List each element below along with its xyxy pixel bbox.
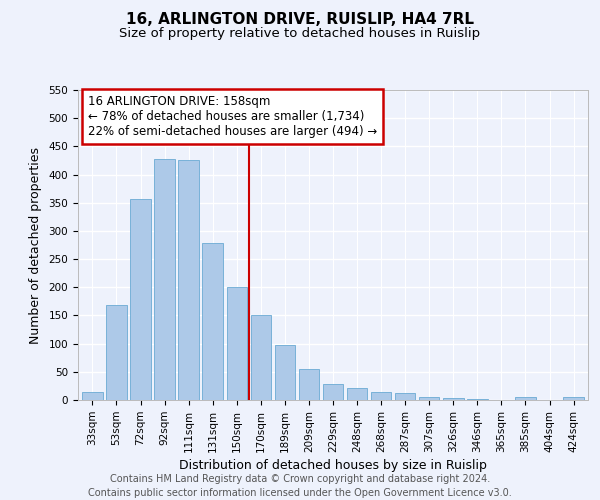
Bar [275, 346, 295, 400]
Bar [251, 316, 271, 400]
Text: Contains HM Land Registry data © Crown copyright and database right 2024.
Contai: Contains HM Land Registry data © Crown c… [88, 474, 512, 498]
Bar [299, 369, 319, 400]
Text: 16 ARLINGTON DRIVE: 158sqm
← 78% of detached houses are smaller (1,734)
22% of s: 16 ARLINGTON DRIVE: 158sqm ← 78% of deta… [88, 94, 377, 138]
Y-axis label: Number of detached properties: Number of detached properties [29, 146, 41, 344]
Bar [419, 396, 439, 400]
Bar [347, 388, 367, 400]
Bar [202, 244, 223, 400]
Bar [395, 392, 415, 400]
Bar [371, 392, 391, 400]
Text: Size of property relative to detached houses in Ruislip: Size of property relative to detached ho… [119, 28, 481, 40]
Bar [106, 306, 127, 400]
X-axis label: Distribution of detached houses by size in Ruislip: Distribution of detached houses by size … [179, 459, 487, 472]
Bar [227, 288, 247, 400]
Bar [563, 397, 584, 400]
Bar [323, 384, 343, 400]
Bar [443, 398, 464, 400]
Bar [178, 160, 199, 400]
Bar [154, 160, 175, 400]
Bar [130, 199, 151, 400]
Bar [515, 397, 536, 400]
Bar [82, 392, 103, 400]
Text: 16, ARLINGTON DRIVE, RUISLIP, HA4 7RL: 16, ARLINGTON DRIVE, RUISLIP, HA4 7RL [126, 12, 474, 28]
